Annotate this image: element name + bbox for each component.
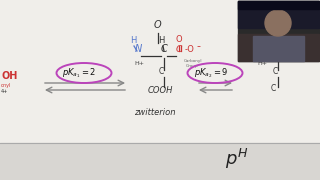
Text: -O: -O	[185, 45, 195, 54]
Text: $p^H$: $p^H$	[225, 147, 248, 171]
Text: H: H	[130, 36, 136, 45]
Bar	[253, 36, 304, 61]
Text: N: N	[258, 44, 265, 54]
Text: onyl: onyl	[1, 83, 12, 88]
Bar	[0, 143, 320, 180]
Text: Carbonyl: Carbonyl	[184, 59, 203, 63]
Text: O: O	[176, 35, 183, 44]
Text: C: C	[271, 84, 276, 93]
Circle shape	[265, 10, 291, 36]
Bar	[238, 34, 319, 61]
Text: $pK_{a_1}=2$: $pK_{a_1}=2$	[62, 66, 96, 80]
Text: zwitterion: zwitterion	[134, 108, 175, 117]
Text: C: C	[273, 67, 278, 76]
Text: $pK_{a_2}=9$: $pK_{a_2}=9$	[194, 66, 228, 80]
Text: COOH: COOH	[148, 86, 173, 95]
Text: 4+: 4+	[1, 89, 8, 94]
Bar	[238, 1, 319, 28]
Text: H-: H-	[244, 46, 252, 55]
Text: N: N	[135, 44, 142, 54]
Text: O: O	[154, 20, 162, 30]
Text: C: C	[159, 67, 164, 76]
Text: H+: H+	[257, 61, 267, 66]
Text: H: H	[158, 36, 164, 45]
Text: C: C	[176, 45, 182, 54]
Text: -: -	[196, 41, 200, 51]
Text: OH: OH	[1, 71, 17, 81]
Text: C: C	[275, 44, 282, 54]
Text: H: H	[253, 36, 260, 45]
Bar	[238, 1, 319, 9]
Text: C: C	[161, 44, 168, 54]
Text: H+: H+	[134, 61, 144, 66]
Bar	[238, 1, 319, 61]
Text: Group: Group	[186, 64, 199, 68]
